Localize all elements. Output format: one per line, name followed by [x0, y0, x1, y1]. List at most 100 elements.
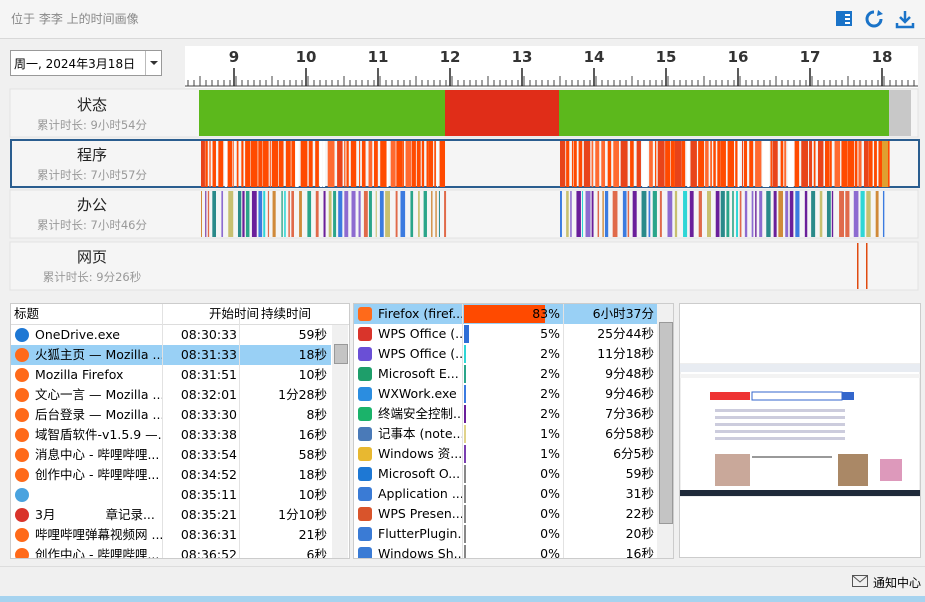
- activity-stripe: [263, 191, 266, 237]
- activity-stripe: [361, 141, 366, 187]
- activity-stripe: [878, 141, 883, 187]
- activity-stripe: [627, 191, 630, 237]
- activity-stripe: [236, 141, 239, 187]
- activity-stripe: [358, 191, 361, 237]
- activity-stripe: [438, 191, 440, 237]
- activity-stripe: [237, 191, 242, 237]
- activity-stripe: [636, 141, 641, 187]
- share-bar: [464, 545, 466, 558]
- event-title: 3月 章记录...: [35, 507, 155, 522]
- activity-stripe: [613, 141, 620, 187]
- event-title: OneDrive.exe: [35, 327, 120, 342]
- status-segment: [445, 90, 559, 136]
- activity-stripe: [395, 191, 398, 237]
- app-icon: [358, 427, 372, 441]
- event-title: 文心一言 — Mozilla ...: [35, 387, 163, 402]
- activity-stripe: [785, 191, 789, 237]
- activity-stripe: [817, 141, 824, 187]
- activity-stripe: [201, 141, 205, 187]
- app-icon: [15, 548, 29, 558]
- app-icon: [358, 347, 372, 361]
- activity-stripe: [386, 141, 389, 187]
- activity-stripe: [363, 191, 368, 237]
- activity-stripe: [698, 141, 705, 187]
- activity-stripe: [612, 191, 618, 237]
- sidebar-button[interactable]: [836, 11, 852, 26]
- column-divider: [563, 304, 564, 558]
- event-title: 消息中心 - 哔哩哔哩...: [35, 447, 160, 462]
- track-total: 累计时长: 7小时57分: [37, 168, 147, 182]
- activity-stripe: [242, 191, 245, 237]
- activity-stripe: [687, 141, 690, 187]
- activity-stripe: [338, 191, 343, 237]
- activity-stripe: [421, 141, 425, 187]
- activity-stripe: [698, 191, 702, 237]
- activity-stripe: [866, 243, 868, 289]
- activity-stripe: [845, 191, 850, 237]
- activity-stripe: [710, 141, 712, 187]
- date-picker[interactable]: 周一, 2024年3月18日: [10, 50, 162, 76]
- event-row[interactable]: [11, 345, 331, 365]
- app-duration: 16秒: [625, 546, 654, 559]
- event-duration: 18秒: [298, 347, 327, 362]
- apps-table: Firefox (firef... 83% 6小时37分 WPS Office (..…: [353, 303, 674, 559]
- event-duration: 59秒: [298, 327, 327, 342]
- hour-label: 17: [800, 48, 821, 66]
- app-icon: [358, 547, 372, 558]
- column-header: 标题: [14, 306, 40, 321]
- activity-stripe: [601, 141, 606, 187]
- activity-stripe: [278, 141, 284, 187]
- activity-stripe: [795, 191, 800, 237]
- activity-stripe: [434, 141, 436, 187]
- activity-stripe: [573, 141, 577, 187]
- download-button[interactable]: [895, 11, 915, 29]
- share-bar: [464, 405, 466, 423]
- share-label: 5%: [540, 326, 560, 341]
- activity-stripe: [291, 191, 295, 237]
- hour-label: 11: [368, 48, 389, 66]
- scrollbar[interactable]: [332, 325, 348, 558]
- event-duration: 10秒: [298, 367, 327, 382]
- activity-stripe: [717, 141, 721, 187]
- app-icon: [15, 528, 29, 542]
- activity-stripe: [566, 141, 570, 187]
- share-bar: [464, 445, 466, 463]
- activity-stripe: [207, 191, 210, 237]
- activity-stripe: [560, 191, 562, 237]
- activity-stripe: [597, 191, 600, 237]
- activity-stripe: [749, 141, 754, 187]
- event-title: 创作中心 - 哔哩哔哩...: [35, 467, 160, 482]
- activity-stripe: [789, 191, 794, 237]
- activity-stripe: [250, 141, 258, 187]
- notification-center[interactable]: 通知中心: [873, 576, 922, 590]
- scroll-thumb[interactable]: [334, 344, 348, 364]
- event-duration: 6秒: [306, 547, 327, 559]
- event-start: 08:36:31: [180, 527, 237, 542]
- refresh-button[interactable]: [865, 10, 883, 28]
- share-bar: [464, 365, 466, 383]
- track-name: 程序: [77, 146, 107, 164]
- activity-stripe: [825, 141, 830, 187]
- dropdown-arrow[interactable]: [145, 51, 162, 75]
- activity-stripe: [741, 141, 744, 187]
- activity-stripe: [674, 141, 682, 187]
- app-icon: [15, 448, 29, 462]
- activity-stripe: [328, 191, 332, 237]
- activity-stripe: [622, 191, 627, 237]
- share-bar: [464, 485, 466, 503]
- event-duration: 58秒: [298, 447, 327, 462]
- toolbar: [836, 10, 915, 29]
- app-icon: [15, 368, 29, 382]
- scroll-thumb[interactable]: [659, 322, 673, 524]
- activity-stripe: [665, 141, 671, 187]
- activity-stripe: [874, 141, 877, 187]
- event-duration: 16秒: [298, 427, 327, 442]
- activity-stripe: [435, 191, 437, 237]
- activity-stripe: [344, 191, 349, 237]
- app-name: Microsoft O...: [378, 466, 461, 481]
- activity-stripe: [258, 191, 263, 237]
- activity-stripe: [380, 141, 387, 187]
- track-name: 网页: [77, 248, 107, 266]
- activity-stripe: [368, 141, 373, 187]
- activity-stripe: [858, 141, 862, 187]
